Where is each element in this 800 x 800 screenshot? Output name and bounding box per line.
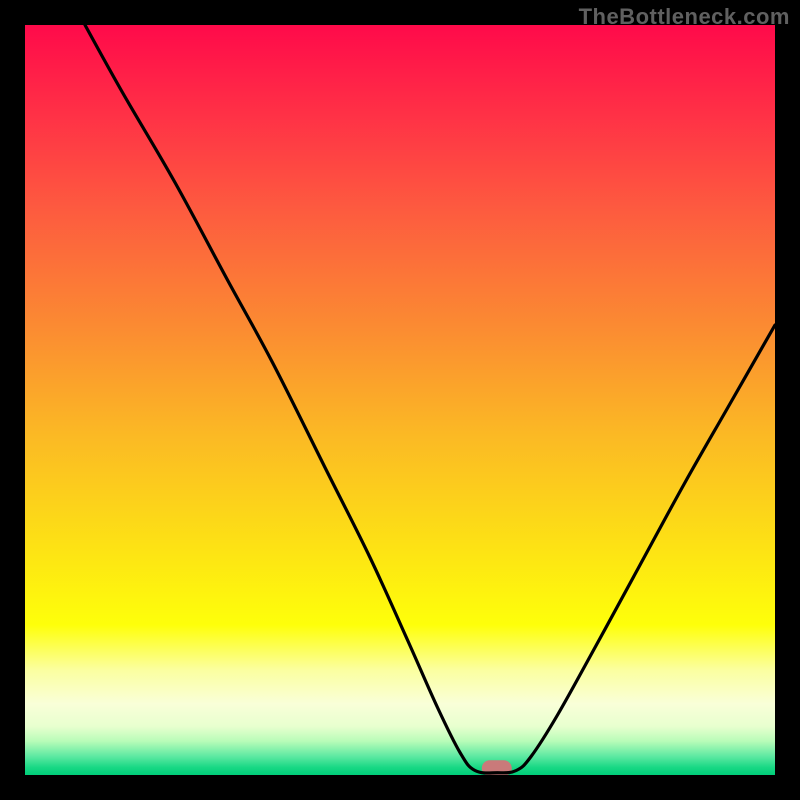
plot-area	[25, 25, 775, 775]
chart-stage: TheBottleneck.com	[0, 0, 800, 800]
chart-svg	[25, 25, 775, 775]
gradient-background	[25, 25, 775, 775]
watermark-label: TheBottleneck.com	[579, 4, 790, 30]
